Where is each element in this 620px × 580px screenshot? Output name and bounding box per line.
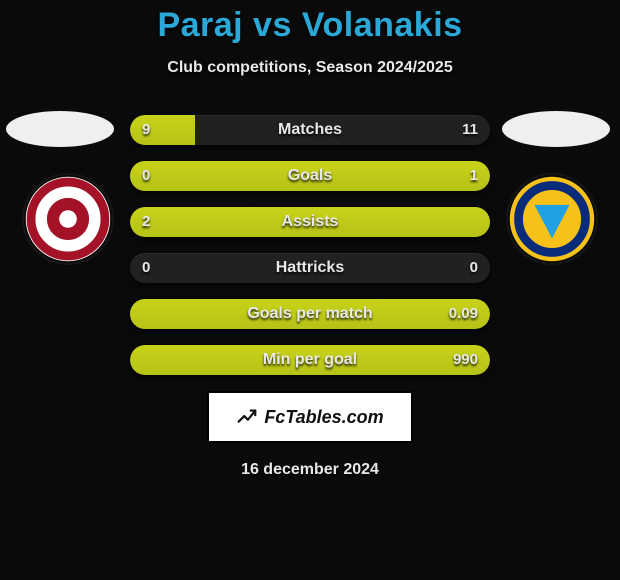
- stat-fill-left: [130, 207, 490, 237]
- header: Paraj vs Volanakis Club competitions, Se…: [0, 0, 620, 77]
- club-badge-left-svg: [24, 175, 112, 263]
- stat-value-right: 0: [470, 253, 478, 283]
- stat-value-right: 990: [453, 345, 478, 375]
- stat-row: 2Assists: [130, 207, 490, 237]
- player-right-flag: [502, 111, 610, 147]
- brand-badge: FcTables.com: [207, 391, 413, 443]
- stat-row: 0 0Hattricks: [130, 253, 490, 283]
- chart-icon: [236, 406, 258, 428]
- stat-fill-left: [130, 115, 195, 145]
- stat-value-right: 0.09: [449, 299, 478, 329]
- stat-fill-right: [148, 345, 490, 375]
- stat-fill-right: [141, 299, 490, 329]
- stat-fill-right: [130, 161, 490, 191]
- stat-value-left: 0: [142, 253, 150, 283]
- page-subtitle: Club competitions, Season 2024/2025: [0, 59, 620, 77]
- page-title: Paraj vs Volanakis: [0, 6, 620, 45]
- stat-bars: 911Matches01Goals2Assists00Hattricks0.09…: [130, 115, 490, 375]
- stat-fill-left: [130, 345, 148, 375]
- brand-text: FcTables.com: [264, 407, 383, 428]
- stat-row: 01Goals: [130, 161, 490, 191]
- stat-row: 990Min per goal: [130, 345, 490, 375]
- stat-value-left: 9: [142, 115, 150, 145]
- stat-value-left: 0: [142, 161, 150, 191]
- player-left-flag: [6, 111, 114, 147]
- stat-fill-left: [130, 299, 141, 329]
- stat-row: 911Matches: [130, 115, 490, 145]
- comparison-panel: 911Matches01Goals2Assists00Hattricks0.09…: [0, 115, 620, 479]
- stat-row: 0.09Goals per match: [130, 299, 490, 329]
- stat-value-right: 1: [470, 161, 478, 191]
- stat-value-right: 11: [462, 115, 478, 145]
- club-badge-right: [508, 175, 596, 263]
- club-badge-right-svg: [508, 175, 596, 263]
- stat-value-left: 2: [142, 207, 150, 237]
- club-badge-left: [24, 175, 112, 263]
- stat-label: Hattricks: [130, 253, 490, 283]
- date-text: 16 december 2024: [0, 461, 620, 479]
